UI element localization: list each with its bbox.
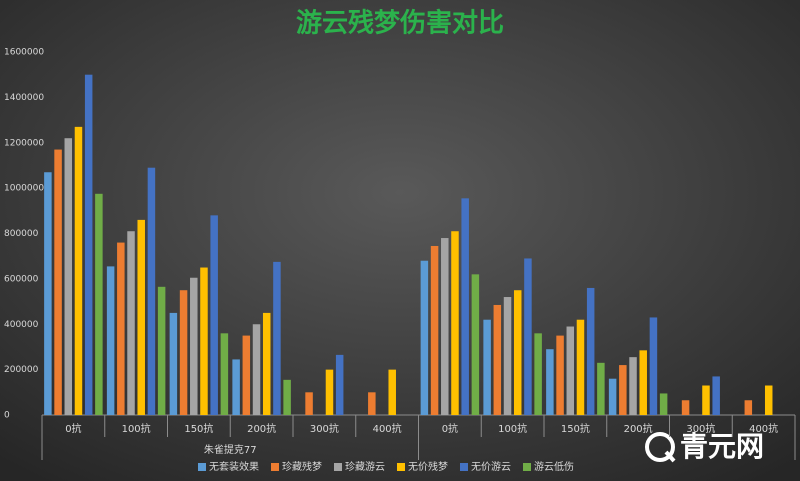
legend-label: 珍藏残梦 [282, 460, 322, 473]
bar [546, 349, 554, 415]
y-tick-label: 1000000 [4, 184, 44, 194]
bar [608, 378, 617, 415]
bar [639, 350, 647, 415]
x-tick-label: 0抗 [442, 422, 458, 435]
bar [127, 231, 135, 415]
bar [305, 392, 313, 415]
x-tick-label: 150抗 [184, 422, 213, 435]
bar [74, 126, 83, 416]
bar [283, 379, 291, 415]
y-tick-label: 800000 [4, 229, 39, 239]
bar [242, 335, 251, 415]
bar [430, 245, 439, 415]
bar [712, 376, 720, 415]
bar [483, 319, 491, 415]
bar [629, 357, 637, 415]
bar [335, 354, 344, 415]
bar [619, 365, 627, 415]
bar [117, 242, 125, 415]
y-tick-label: 1200000 [4, 138, 44, 148]
bar [95, 193, 103, 415]
x-tick-label: 0抗 [65, 422, 81, 435]
x-tick-label: 400抗 [749, 422, 778, 435]
legend-label: 无价残梦 [408, 460, 448, 473]
group-label: 朱雀提克77 [204, 444, 257, 456]
y-tick-label: 0 [4, 411, 10, 421]
legend-swatch [460, 463, 468, 471]
bar [576, 319, 585, 415]
bar [681, 400, 690, 415]
bar [84, 74, 93, 415]
legend-label: 无价游云 [471, 460, 511, 473]
x-tick-label: 150抗 [561, 422, 590, 435]
x-tick-label: 300抗 [310, 422, 339, 435]
bar [137, 219, 145, 415]
bar [388, 369, 396, 415]
bar [368, 392, 376, 415]
bar [273, 261, 281, 415]
bar [210, 215, 218, 415]
legend-label: 无套装效果 [209, 460, 259, 473]
x-tick-label: 200抗 [624, 422, 653, 435]
bar [702, 385, 710, 415]
watermark-text: 青元网 [680, 430, 764, 463]
bar [493, 304, 502, 415]
bar [200, 267, 208, 415]
y-tick-label: 200000 [4, 365, 39, 375]
bar [147, 167, 156, 415]
y-tick-label: 1400000 [4, 93, 44, 103]
bar [471, 274, 480, 415]
bar [744, 400, 753, 415]
x-tick-label: 400抗 [373, 422, 402, 435]
bar [451, 231, 459, 415]
bar [586, 287, 595, 415]
bar [252, 324, 261, 415]
bar [764, 385, 773, 415]
legend-swatch [523, 463, 531, 471]
x-tick-label: 100抗 [498, 422, 527, 435]
x-tick-label: 300抗 [686, 422, 715, 435]
bar [179, 290, 188, 415]
bar [220, 333, 229, 415]
watermark: 青元网 [645, 430, 764, 463]
y-tick-label: 600000 [4, 274, 39, 284]
bar [44, 172, 52, 415]
bar [54, 149, 62, 415]
legend-label: 游云低伤 [534, 460, 574, 473]
watermark-icon [645, 432, 675, 462]
legend-swatch [397, 463, 405, 471]
y-tick-label: 1600000 [4, 48, 44, 58]
bar [64, 138, 73, 415]
bar [325, 369, 334, 415]
legend-label: 珍藏游云 [345, 460, 385, 473]
legend-swatch [271, 463, 279, 471]
x-tick-label: 100抗 [122, 422, 151, 435]
bar [441, 238, 449, 415]
bar [157, 286, 166, 415]
bar [649, 317, 658, 415]
bar [106, 266, 115, 415]
bar [461, 198, 469, 415]
chart-title: 游云残梦伤害对比 [296, 8, 504, 39]
legend-swatch [334, 463, 342, 471]
bar [420, 260, 429, 415]
bar [169, 312, 178, 415]
bar [534, 333, 542, 415]
bar [659, 393, 668, 415]
bar [556, 335, 564, 415]
y-tick-label: 400000 [4, 320, 39, 330]
bar [566, 326, 575, 415]
bar [597, 362, 605, 415]
legend-swatch [198, 463, 206, 471]
bar [503, 297, 512, 415]
watermark-icon [664, 450, 676, 463]
bar [524, 258, 532, 415]
x-tick-label: 200抗 [247, 422, 276, 435]
bar [232, 359, 240, 415]
bar [190, 277, 198, 415]
bar [513, 290, 522, 415]
bar [262, 312, 271, 415]
